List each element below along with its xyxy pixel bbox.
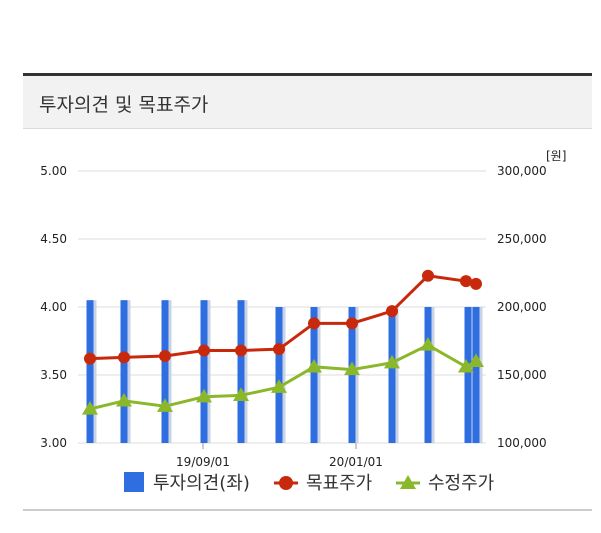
panel-title: 투자의견 및 목표주가 xyxy=(39,94,209,116)
right-axis-unit: [원] xyxy=(546,149,566,163)
right-axis-tick-label: 200,000 xyxy=(497,300,547,314)
legend-label-adjusted: 수정주가 xyxy=(428,473,494,494)
adjusted-price-point xyxy=(306,358,322,373)
opinion-bar xyxy=(275,307,283,443)
legend: 투자의견(좌) 목표주가 수정주가 xyxy=(124,472,494,494)
opinion-bar xyxy=(86,300,94,443)
left-axis-tick-label: 3.50 xyxy=(40,368,67,382)
price-lines xyxy=(82,269,484,415)
opinion-bar xyxy=(200,300,208,443)
opinion-bar xyxy=(161,300,169,443)
right-axis-tick-label: 100,000 xyxy=(497,436,547,450)
target-price-point xyxy=(422,269,434,282)
legend-label-target: 목표주가 xyxy=(306,473,372,494)
target-price-point xyxy=(386,305,398,318)
left-axis-tick-label: 5.00 xyxy=(40,164,67,178)
opinion-bar xyxy=(310,307,318,443)
target-price-point xyxy=(346,317,358,330)
right-axis-tick-label: 300,000 xyxy=(497,164,547,178)
target-price-point xyxy=(235,344,247,357)
target-price-point xyxy=(84,352,96,365)
legend-label-opinion: 투자의견(좌) xyxy=(153,473,250,494)
adjusted-price-point xyxy=(233,387,249,401)
left-axis-tick-label: 4.50 xyxy=(40,232,67,246)
x-axis-tick-label: 20/01/01 xyxy=(329,455,383,469)
panel-header: 투자의견 및 목표주가 xyxy=(23,76,592,129)
adjusted-price-point xyxy=(116,392,132,407)
panel-bottom-border xyxy=(23,509,592,511)
opinion-bar xyxy=(464,307,472,443)
target-price-point xyxy=(470,277,482,290)
target-price-point xyxy=(308,317,320,330)
target-price-point xyxy=(460,275,472,288)
adjusted-price-point xyxy=(420,337,436,351)
left-axis-tick-label: 3.00 xyxy=(40,436,67,450)
axes: 5.00 300,000 4.50 250,000 4.00 200,000 3.50 150… xyxy=(40,164,546,469)
adjusted-price-point xyxy=(157,398,173,412)
target-price-point xyxy=(159,349,171,362)
legend-marker-target xyxy=(279,476,293,490)
left-axis-tick-label: 4.00 xyxy=(40,300,67,314)
adjusted-price-point xyxy=(344,361,360,376)
right-axis-tick-label: 150,000 xyxy=(497,368,547,382)
opinion-bar xyxy=(472,307,480,443)
adjusted-price-point xyxy=(468,353,484,367)
x-axis-tick-label: 19/09/01 xyxy=(176,455,230,469)
adjusted-price-point xyxy=(384,354,400,369)
adjusted-price-point xyxy=(82,401,98,415)
target-price-point xyxy=(198,344,210,357)
opinion-bar xyxy=(424,307,432,443)
adjusted-price-point xyxy=(271,379,287,393)
opinion-bar xyxy=(237,300,245,443)
opinion-bars xyxy=(86,300,483,443)
opinion-bar xyxy=(388,307,396,443)
legend-marker-adjusted xyxy=(400,475,416,489)
panel-top-border xyxy=(23,73,592,76)
opinion-bar xyxy=(120,300,128,443)
target-price-line xyxy=(89,274,477,361)
adjusted-price-point xyxy=(458,358,474,373)
right-axis-tick-label: 250,000 xyxy=(497,232,547,246)
target-price-point xyxy=(273,343,285,356)
adjusted-price-point xyxy=(196,388,212,403)
target-price-point xyxy=(118,351,130,364)
legend-swatch-opinion xyxy=(124,472,144,492)
